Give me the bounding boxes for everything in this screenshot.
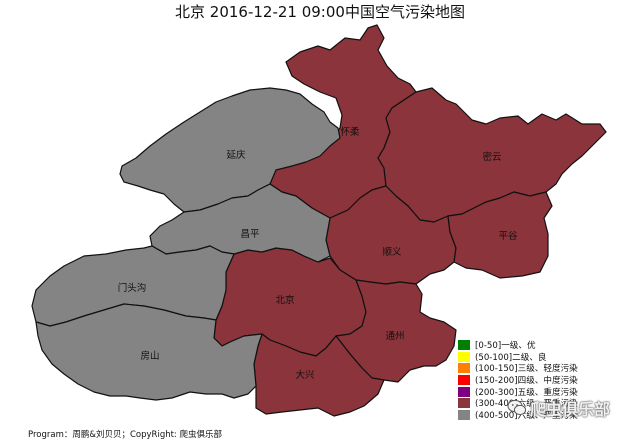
- legend-swatch: [458, 339, 470, 350]
- legend-item: (100-150]三级、轻度污染: [458, 362, 608, 374]
- region-fangshan[interactable]: [35, 303, 263, 401]
- legend-swatch: [458, 363, 470, 374]
- region-pinggu[interactable]: [447, 191, 553, 279]
- label-fangshan: 房山: [140, 350, 159, 362]
- legend-label: (100-150]三级、轻度污染: [475, 364, 578, 375]
- legend-label: [0-50]一级、优: [475, 340, 536, 351]
- label-mentougou: 门头沟: [118, 282, 147, 294]
- legend-swatch: [458, 386, 470, 397]
- legend-item: (150-200]四级、中度污染: [458, 374, 608, 386]
- label-huairou: 怀柔: [340, 126, 360, 138]
- region-tongzhou[interactable]: [335, 279, 457, 383]
- label-changping: 昌平: [240, 229, 260, 240]
- program-credit: Program：周鹏&刘贝贝；CopyRight: 爬虫俱乐部: [28, 430, 223, 440]
- legend-label: (50-100]二级、良: [475, 352, 547, 363]
- legend-label: (300-400]六级、严重污染: [475, 399, 578, 410]
- map-title: 北京 2016-12-21 09:00中国空气污染地图: [175, 3, 465, 21]
- label-miyun: 密云: [482, 151, 501, 163]
- watermark-text: 爬虫俱乐部: [530, 400, 611, 419]
- watermark: 爬虫俱乐部: [507, 396, 610, 420]
- legend-swatch: [458, 351, 470, 362]
- label-pinggu: 平谷: [498, 231, 518, 242]
- label-beijing: 北京: [275, 294, 294, 306]
- legend-label: (200-300]五级、重度污染: [475, 387, 578, 398]
- label-yanqing: 延庆: [226, 149, 246, 161]
- legend-item: (200-300]五级、重度污染: [458, 386, 608, 398]
- region-yanqing[interactable]: [119, 87, 341, 213]
- legend-item: (400-500]六级、严重污染: [458, 409, 608, 421]
- legend-label: (400-500]六级、严重污染: [475, 410, 578, 421]
- legend-label: (150-200]四级、中度污染: [475, 375, 578, 386]
- legend: [0-50]一级、优 (50-100]二级、良 (100-150]三级、轻度污染…: [458, 339, 608, 421]
- label-shunyi: 顺义: [382, 247, 402, 258]
- legend-item: (50-100]二级、良: [458, 351, 608, 363]
- label-tongzhou: 通州: [385, 331, 404, 342]
- legend-item: [0-50]一级、优: [458, 339, 608, 351]
- label-daxing: 大兴: [295, 369, 314, 381]
- region-daxing[interactable]: [253, 333, 385, 417]
- wechat-icon: [507, 399, 527, 416]
- legend-swatch: [458, 398, 470, 409]
- legend-swatch: [458, 374, 470, 385]
- legend-swatch: [458, 409, 470, 420]
- legend-item: (300-400]六级、严重污染: [458, 397, 608, 409]
